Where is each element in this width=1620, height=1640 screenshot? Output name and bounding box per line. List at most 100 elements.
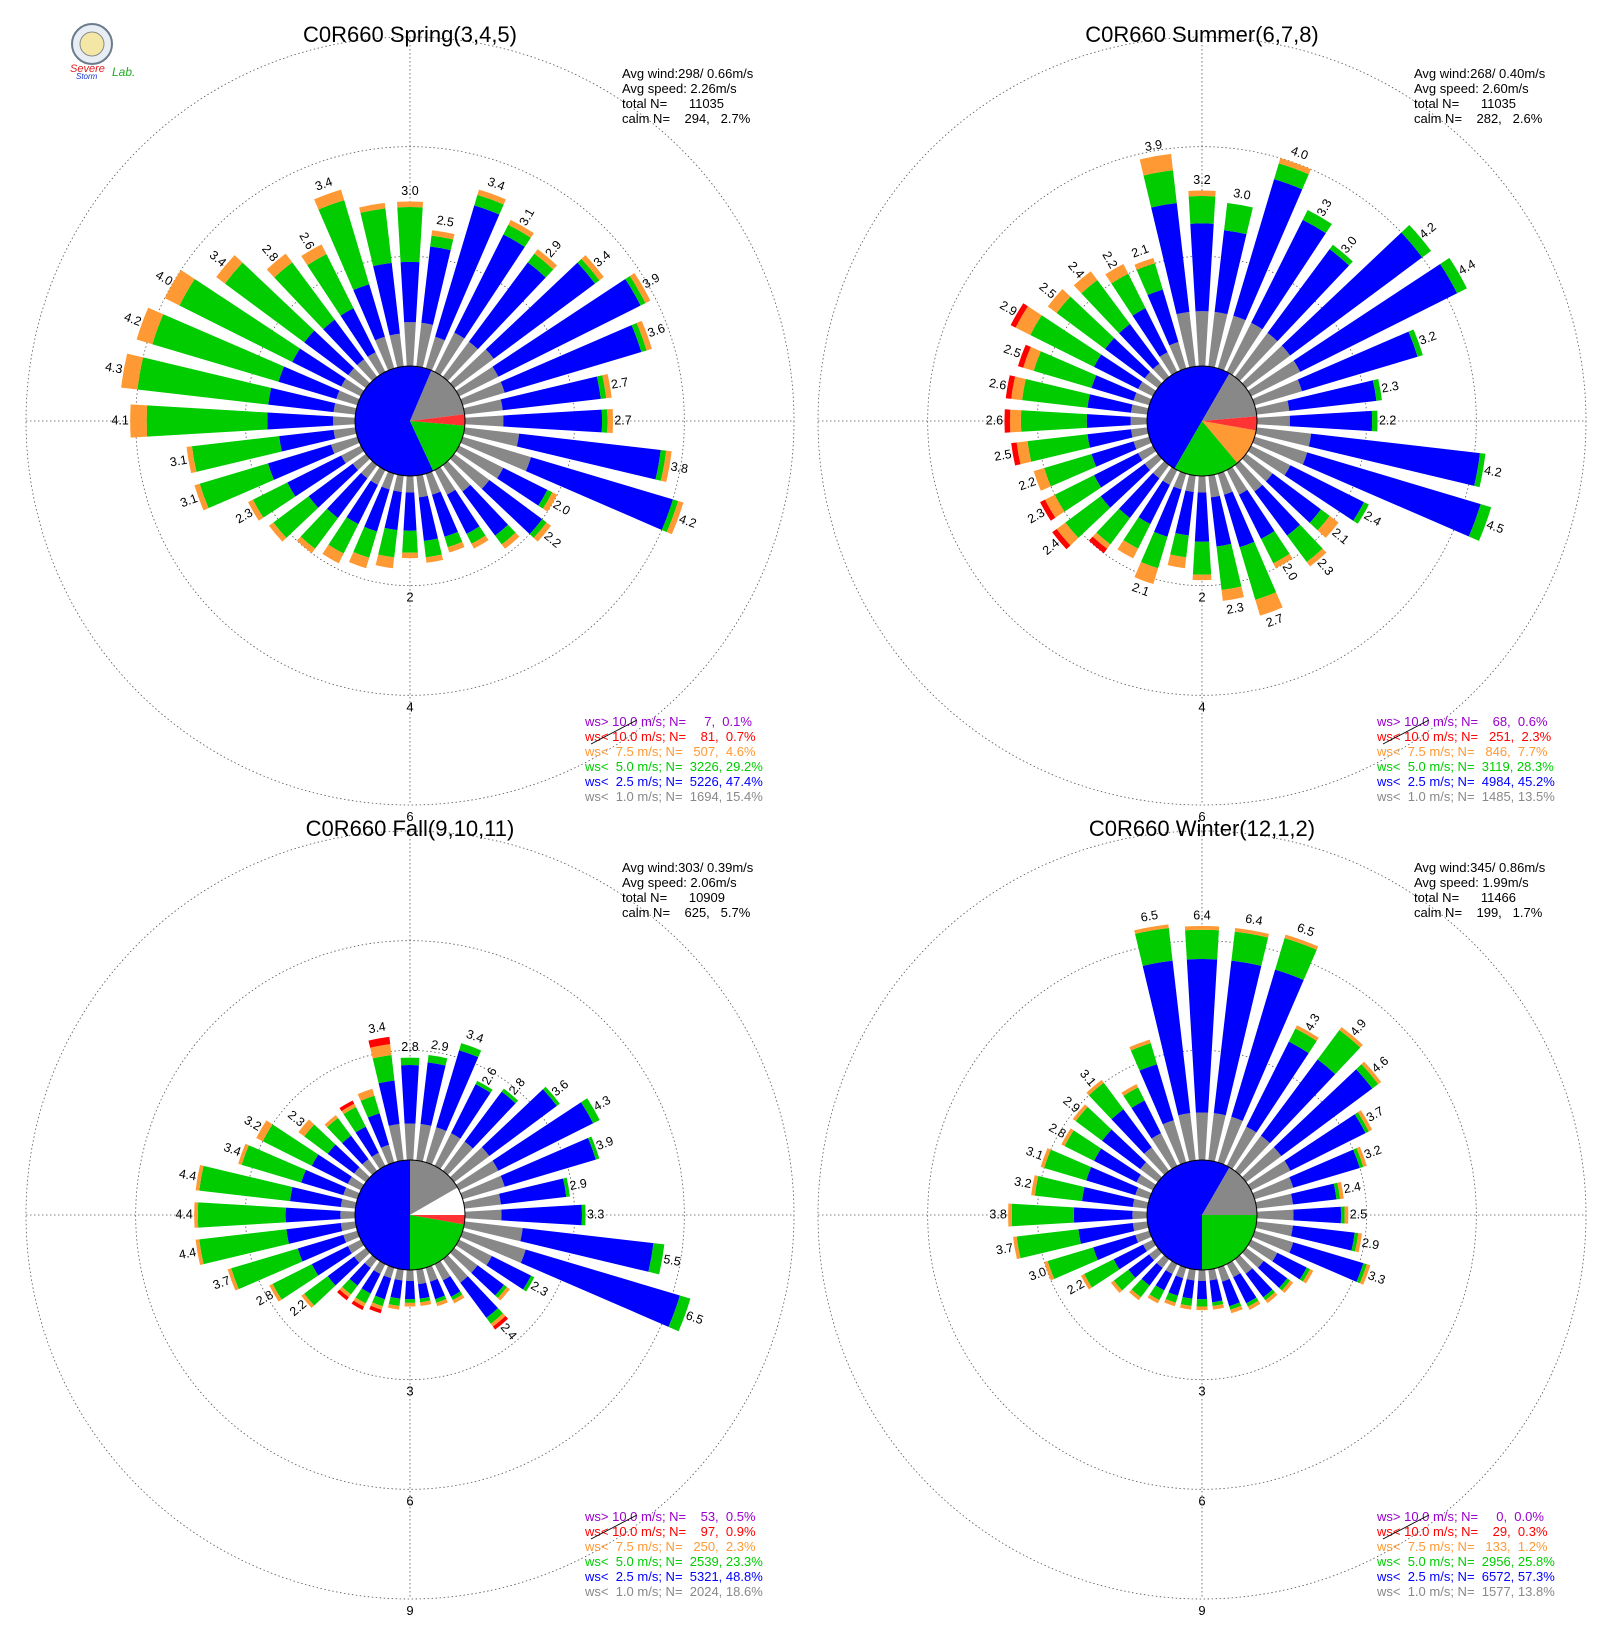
petal-segment-bin_lt25 [401,1064,419,1124]
petal-segment-bin_lt1 [357,359,378,382]
petal-segment-bin_lt75 [420,1300,432,1306]
petal-label: 6.5 [1295,920,1316,939]
petal-segment-bin_lt1 [388,1124,404,1162]
petal: 2.9 [416,1037,450,1162]
petal-segment-bin_lt25 [1154,486,1182,537]
petal-segment-bin_lt1 [371,1152,386,1170]
petal-segment-bin_lt1 [1136,1174,1157,1191]
petal-segment-bin_lt1 [460,1230,526,1263]
petal-segment-bin_lt5 [304,1276,336,1306]
stat-line: Avg speed: 2.60m/s [1414,81,1529,96]
petal-segment-bin_lt5 [1135,927,1173,966]
stat-line: Avg speed: 1.99m/s [1414,875,1529,890]
petal-segment-bin_lt5 [272,1264,319,1300]
petal-segment-bin_lt5 [1123,517,1151,549]
petal-segment-bin_lt1 [375,336,395,371]
ring-label: 9 [1198,1603,1205,1618]
petal-segment-bin_lt1 [340,1198,357,1209]
petal-segment-bin_lt1 [1234,1254,1253,1274]
petal-segment-bin_lt1 [1226,466,1248,495]
petal-segment-bin_lt75 [490,1313,506,1327]
petal-segment-bin_lt10 [1005,375,1016,399]
petal: 2.6 [986,409,1148,433]
petal-segment-bin_lt1 [1133,392,1152,406]
petal-segment-bin_lt25 [1273,1069,1373,1157]
petal-segment-bin_lt1 [1226,322,1263,376]
petal-label: 2.4 [1343,1179,1363,1196]
petal-segment-bin_lt75 [1234,927,1269,938]
petal-segment-bin_lt1 [416,1124,432,1162]
petal-segment-bin_lt25 [1086,1167,1139,1196]
petal-segment-bin_lt1 [340,1221,357,1232]
petal-segment-bin_lt1 [1234,332,1278,382]
petal-segment-bin_lt5 [1288,1028,1317,1054]
petal-segment-bin_lt5 [474,194,504,215]
legend-entry-bin_lt1: ws< 1.0 m/s; N= 2024, 18.6% [584,1584,763,1599]
petal-segment-bin_lt5 [318,200,370,291]
petal-segment-bin_lt1 [1217,315,1246,371]
legend-entry-bin_lt75: ws< 7.5 m/s; N= 250, 2.3% [584,1539,756,1554]
petal [1241,1247,1294,1293]
petal-segment-bin_lt75 [1317,515,1339,538]
petal-segment-bin_lt5 [1275,938,1317,981]
petal-segment-bin_lt5 [1044,453,1097,487]
petal-segment-bin_lt75 [269,1283,282,1302]
petal-segment-bin_lt75 [497,1287,510,1301]
petal-label: 3.8 [670,459,690,476]
legend-entry-bin_lt5: ws< 5.0 m/s; N= 3119, 28.3% [1376,759,1554,774]
petal-segment-bin_lt1 [1226,1126,1257,1170]
petal-segment-bin_lt5 [199,1229,289,1265]
petal [442,460,520,549]
petal-segment-bin_lt1 [333,427,357,439]
petal-segment-bin_lt10 [368,1036,391,1048]
petal-label: 2.5 [1002,342,1023,361]
petal-segment-bin_lt25 [420,1062,446,1126]
petal: 4.4 [175,1202,356,1228]
petal-label: 2.5 [993,447,1013,464]
petal-segment-bin_lt5 [197,1202,286,1228]
petal-segment-bin_lt75 [1016,441,1032,465]
petal-segment-bin_lt75 [471,535,489,549]
petal-segment-bin_lt5 [199,1165,293,1202]
petal-segment-bin_lt75 [607,408,614,434]
petal: 2.3 [1234,460,1336,578]
petal: 4.5 [1252,436,1506,541]
petal [1088,460,1170,554]
petal-segment-bin_lt75 [348,551,370,569]
petal: 3.4 [313,175,395,371]
petal-segment-bin_lt5 [372,1055,395,1084]
petal-segment-bin_lt25 [292,348,346,387]
petal-segment-bin_lt1 [1131,404,1149,415]
petal-segment-bin_lt1 [442,1141,473,1176]
core-wedge [410,1187,465,1215]
petal-segment-bin_lt25 [287,455,346,497]
petal-segment-bin_lt75 [1247,1300,1261,1310]
petal-segment-bin_lt25 [326,472,368,518]
petal-segment-bin_lt25 [1100,463,1151,508]
petal-segment-bin_lt5 [419,1296,431,1303]
legend-entry-bin_lt75: ws< 7.5 m/s; N= 133, 1.2% [1376,1539,1548,1554]
petal-segment-bin_lt5 [1140,531,1168,569]
petal-label: 4.2 [1483,463,1503,480]
petal [369,1265,395,1314]
petal-segment-bin_lt5 [1274,163,1309,190]
petal-segment-bin_lt10 [1052,528,1071,550]
petal-segment-bin_lt75 [666,500,684,535]
petal: 4.0 [1217,144,1311,371]
petal-segment-bin_lt25 [1284,1114,1366,1171]
ring-label: 9 [406,1603,413,1618]
petal-segment-bin_lt75 [1105,263,1129,284]
petal-segment-bin_lt5 [1353,1148,1364,1168]
panel-title: C0R660 Fall(9,10,11) [306,816,515,841]
petal-segment-bin_lt1 [333,416,356,426]
legend-entry-bin_lt1: ws< 1.0 m/s; N= 1485, 13.5% [1376,789,1555,804]
petal [1208,1268,1225,1310]
core-wedge [355,366,434,476]
petal-segment-bin_lt1 [341,445,365,464]
petal-segment-bin_lt25 [1118,324,1160,370]
petal-label: 4.4 [178,1167,198,1184]
petal: 4.0 [153,268,365,397]
petal-label: 6.4 [1193,908,1210,922]
petal-segment-bin_lt10 [492,1316,509,1330]
